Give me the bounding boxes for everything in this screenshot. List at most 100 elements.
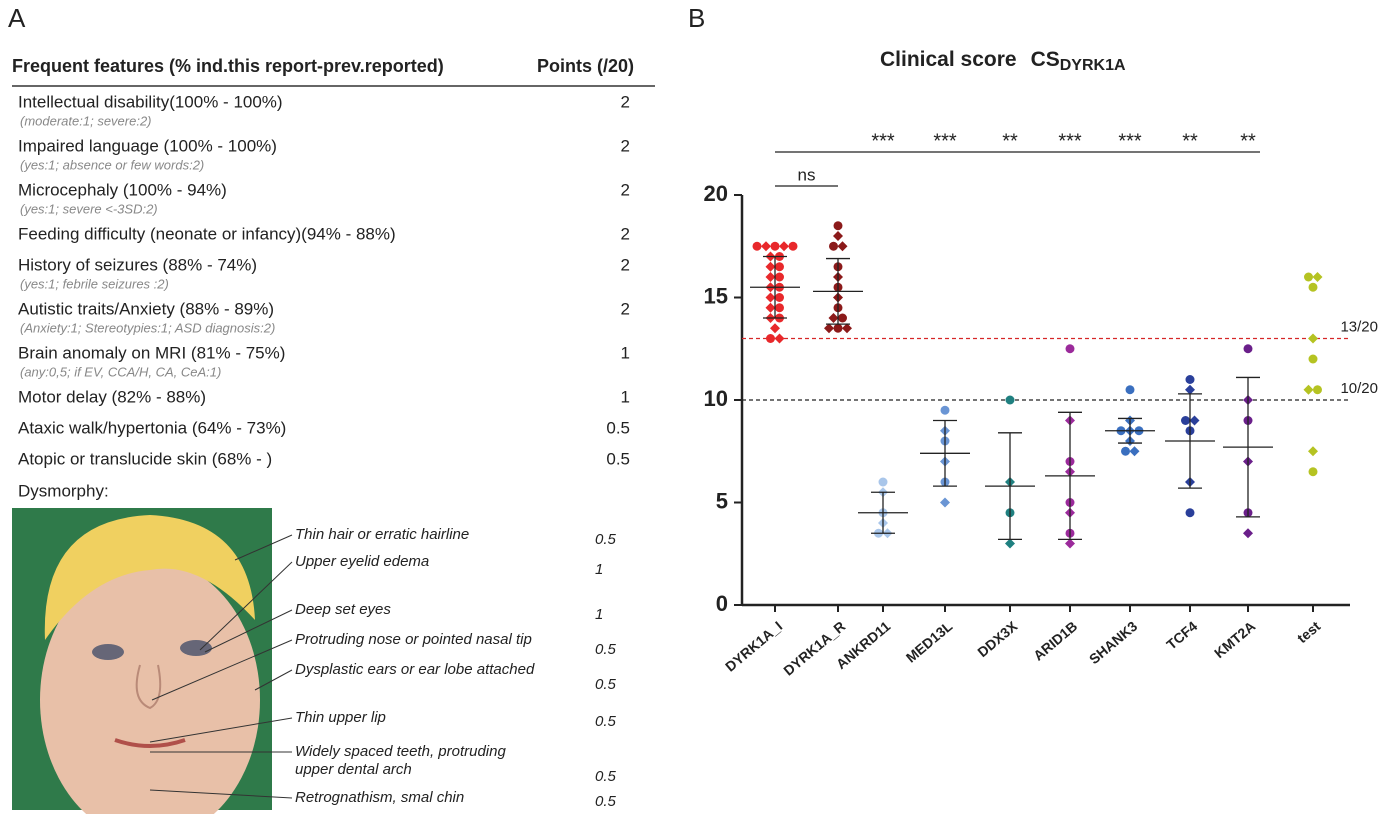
data-point <box>1308 446 1318 457</box>
significance-label: *** <box>1058 130 1082 152</box>
significance-label: *** <box>1118 130 1142 152</box>
feature-note: (Anxiety:1; Stereotypies:1; ASD diagnosi… <box>20 320 275 335</box>
data-point <box>779 241 789 252</box>
y-tick-label: 5 <box>716 488 728 513</box>
x-tick-label: KMT2A <box>1211 618 1258 661</box>
data-point <box>766 334 775 343</box>
significance-label: *** <box>871 130 895 152</box>
data-point <box>828 313 839 323</box>
header-points: Points (/20) <box>537 56 634 76</box>
data-point <box>833 231 843 241</box>
data-point <box>842 323 852 334</box>
x-tick-label: DYRK1A_R <box>780 618 848 679</box>
data-point <box>765 292 776 303</box>
x-tick-label: DDX3X <box>974 617 1021 660</box>
chart-title: Clinical score CSDYRK1A <box>880 48 1126 75</box>
feature-note: (any:0,5; if EV, CCA/H, CA, CeA:1) <box>20 364 221 379</box>
data-point <box>788 241 798 251</box>
data-point <box>1121 446 1130 456</box>
feature-points: 2 <box>621 180 630 199</box>
dysmorphy-points: 0.5 <box>595 676 617 693</box>
feature-label: Ataxic walk/hypertonia (64% - 73%) <box>18 418 286 437</box>
feature-label: Microcephaly (100% - 94%) <box>18 180 227 199</box>
data-point <box>1125 385 1135 395</box>
data-point <box>1308 282 1318 292</box>
feature-note: (yes:1; severe <-3SD:2) <box>20 201 158 216</box>
feature-note: (yes:1; absence or few words:2) <box>20 157 204 172</box>
data-point <box>1065 538 1075 549</box>
data-point <box>1005 395 1015 405</box>
data-point <box>1129 446 1140 457</box>
dysmorphy-feature: Upper eyelid edema <box>295 553 429 570</box>
significance-label: ** <box>1240 130 1256 152</box>
dysmorphy-feature: Widely spaced teeth, protruding <box>295 743 506 760</box>
dysmorphy-feature: Thin upper lip <box>295 709 386 726</box>
dysmorphy-points: 0.5 <box>595 713 617 730</box>
data-point <box>1304 272 1313 282</box>
feature-label: Impaired language (100% - 100%) <box>18 136 277 155</box>
data-point <box>1313 385 1322 395</box>
data-point <box>1243 528 1253 539</box>
x-tick-label: SHANK3 <box>1086 618 1141 667</box>
y-tick-label: 0 <box>716 591 728 616</box>
dysmorphy-feature: Thin hair or erratic hairline <box>295 526 469 543</box>
y-tick-label: 20 <box>704 181 728 206</box>
data-point <box>1181 416 1190 425</box>
panel-label: A <box>8 3 26 33</box>
photo <box>12 508 272 814</box>
y-tick-label: 10 <box>704 386 728 411</box>
data-point <box>775 262 784 272</box>
data-point <box>837 241 848 252</box>
data-point <box>1303 384 1314 395</box>
data-point <box>824 323 834 334</box>
title: Clinical score <box>880 48 1017 71</box>
data-point <box>1312 272 1323 282</box>
data-point <box>1308 333 1318 344</box>
feature-label: Motor delay (82% - 88%) <box>18 387 206 406</box>
data-point <box>765 302 776 313</box>
dysmorphy-feature: upper dental arch <box>295 761 412 778</box>
x-tick-label: MED13L <box>903 618 956 666</box>
feature-label: Feeding difficulty (neonate or infancy)(… <box>18 224 396 243</box>
data-point <box>1243 344 1253 354</box>
data-point <box>1308 467 1318 477</box>
dysmorphy-title: Dysmorphy: <box>18 481 109 500</box>
dysmorphy-feature: Deep set eyes <box>295 601 391 618</box>
feature-label: Atopic or translucide skin (68% - ) <box>18 449 272 468</box>
data-point <box>752 241 762 251</box>
data-point <box>838 313 847 323</box>
y-tick-label: 15 <box>704 283 728 308</box>
dysmorphy-points: 1 <box>595 606 603 623</box>
header-features: Frequent features (% ind.this report-pre… <box>12 56 444 76</box>
feature-label: Autistic traits/Anxiety (88% - 89%) <box>18 299 274 318</box>
data-point <box>829 241 838 251</box>
dysmorphy-feature: Dysplastic ears or ear lobe attached <box>295 661 535 678</box>
feature-points: 2 <box>621 136 630 155</box>
dysmorphy-points: 0.5 <box>595 641 617 658</box>
feature-note: (moderate:1; severe:2) <box>20 113 152 128</box>
feature-points: 1 <box>621 343 630 362</box>
feature-points: 2 <box>621 299 630 318</box>
data-point <box>770 241 780 251</box>
data-point <box>940 497 950 508</box>
data-point <box>1065 344 1075 354</box>
x-tick-label: ARID1B <box>1030 618 1080 664</box>
significance-label: ** <box>1182 130 1198 152</box>
title-subscript: DYRK1A <box>1060 57 1126 74</box>
data-point <box>761 241 771 252</box>
reference-label: 13/20 <box>1340 318 1378 335</box>
dysmorphy-points: 0.5 <box>595 531 617 548</box>
data-point <box>1185 375 1195 384</box>
data-point <box>878 477 888 487</box>
data-point <box>770 323 780 334</box>
reference-label: 10/20 <box>1340 380 1378 397</box>
data-point <box>765 272 776 282</box>
callout-lines <box>149 534 293 799</box>
dysmorphy-points: 1 <box>595 561 603 578</box>
feature-points: 2 <box>621 255 630 274</box>
feature-label: History of seizures (88% - 74%) <box>18 255 257 274</box>
feature-label: Intellectual disability(100% - 100%) <box>18 92 283 111</box>
panel-label: B <box>688 3 705 33</box>
data-point <box>1005 538 1015 549</box>
